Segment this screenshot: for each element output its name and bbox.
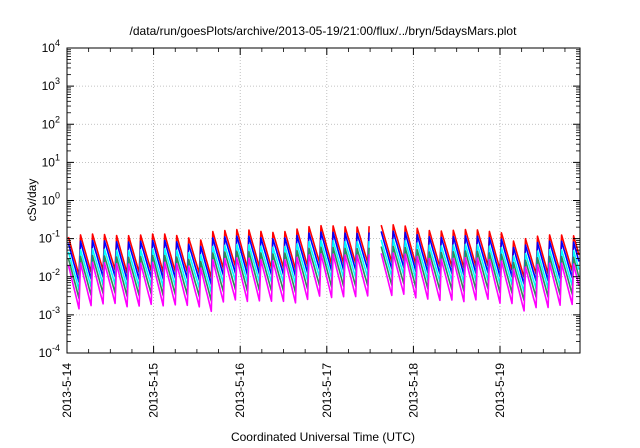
chart-title: /data/run/goesPlots/archive/2013-05-19/2… [130,24,518,38]
y-tick-exponent: -3 [52,305,60,315]
y-tick-exponent: -1 [52,229,60,239]
x-tick-label: 2013-5-17 [320,363,334,418]
y-tick-exponent: 4 [55,38,60,48]
plot-background [67,48,580,353]
y-tick-label: 10-3 [39,305,60,322]
y-tick-label: 10-4 [39,343,60,360]
y-tick-label: 100 [42,191,60,208]
series-group [67,224,580,313]
y-tick-label: 10-1 [39,229,60,246]
y-tick-exponent: -2 [52,267,60,277]
y-tick-label: 102 [42,114,60,131]
y-tick-base: 10 [42,194,56,208]
y-axis-label: cSv/day [25,179,39,222]
y-tick-base: 10 [42,41,56,55]
y-tick-exponent: -4 [52,343,60,353]
y-tick-base: 10 [42,79,56,93]
x-tick-label: 2013-5-15 [147,363,161,418]
y-tick-base: 10 [39,270,53,284]
series-line-5 [67,252,580,313]
y-tick-label: 10-2 [39,267,60,284]
y-tick-exponent: 1 [55,152,60,162]
series-line-1 [67,224,580,279]
y-tick-exponent: 0 [55,191,60,201]
y-tick-label: 104 [42,38,60,55]
x-tick-label: 2013-5-18 [406,363,420,418]
y-tick-base: 10 [39,346,53,360]
x-axis-label: Coordinated Universal Time (UTC) [231,430,415,444]
y-tick-base: 10 [42,117,56,131]
y-tick-base: 10 [39,232,53,246]
x-tick-label: 2013-5-16 [233,363,247,418]
y-tick-label: 101 [42,152,60,169]
series-line-3 [67,238,580,294]
x-tick-label: 2013-5-19 [493,363,507,418]
x-tick-label: 2013-5-14 [60,363,74,418]
x-tick-labels: 2013-5-14 2013-5-15 2013-5-16 2013-5-17 2013… [60,363,507,418]
axis-ticks [66,47,580,354]
y-tick-base: 10 [42,155,56,169]
series-line-2 [67,230,580,286]
y-tick-exponent: 2 [55,114,60,124]
series-line-4 [67,245,580,302]
y-tick-base: 10 [39,308,53,322]
y-tick-label: 103 [42,76,60,93]
y-tick-exponent: 3 [55,76,60,86]
